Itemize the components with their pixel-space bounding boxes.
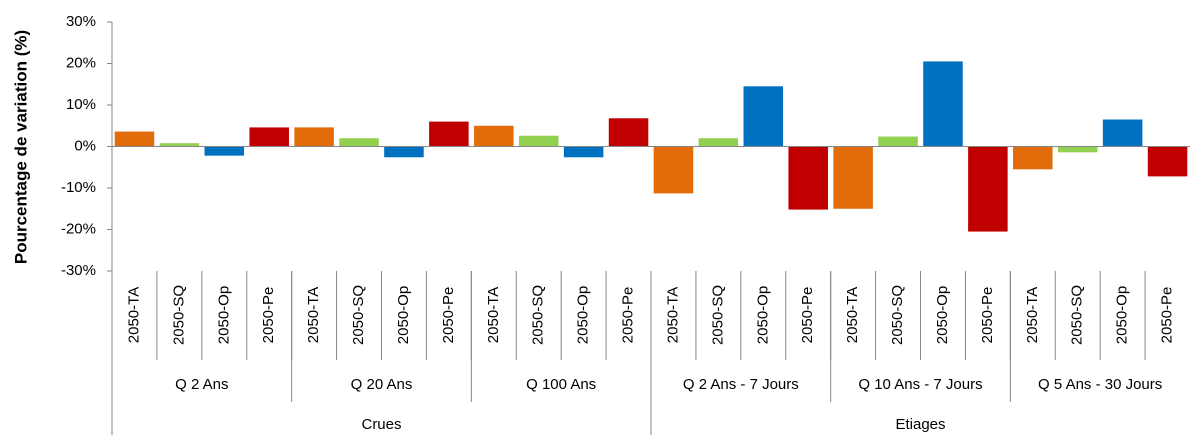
bar xyxy=(968,146,1008,232)
x-tick-label: 2050-Pe xyxy=(620,287,637,344)
bar xyxy=(653,146,694,194)
x-tick-label: 2050-TA xyxy=(485,287,502,343)
x-tick-label: 2050-SQ xyxy=(530,285,547,345)
group-label: Q 5 Ans - 30 Jours xyxy=(1038,376,1162,393)
x-tick-label: 2050-TA xyxy=(305,287,322,343)
bar xyxy=(923,61,963,147)
bar xyxy=(743,86,784,147)
bar xyxy=(114,131,155,147)
y-tick-label: -20% xyxy=(61,220,96,237)
bar xyxy=(339,138,379,147)
x-tick-label: 2050-SQ xyxy=(170,285,187,345)
x-tick-label: 2050-SQ xyxy=(709,285,726,345)
supergroup-label: Crues xyxy=(361,416,401,433)
bar xyxy=(878,136,918,147)
y-tick-label: 0% xyxy=(74,137,96,154)
bar xyxy=(294,127,334,147)
bar xyxy=(1102,119,1143,147)
bar xyxy=(384,146,424,158)
group-label: Q 20 Ans xyxy=(351,376,413,393)
y-tick-label: 20% xyxy=(66,54,96,71)
group-label: Q 2 Ans - 7 Jours xyxy=(683,376,799,393)
bar xyxy=(1013,146,1053,170)
x-tick-label: 2050-Op xyxy=(934,286,951,344)
group-label: Q 10 Ans - 7 Jours xyxy=(858,376,982,393)
y-tick-label: -10% xyxy=(61,179,96,196)
y-tick-label: 30% xyxy=(66,13,96,30)
x-tick-label: 2050-TA xyxy=(844,287,861,343)
x-tick-label: 2050-Op xyxy=(395,286,412,344)
x-tick-label: 2050-SQ xyxy=(1069,285,1086,345)
group-label: Q 100 Ans xyxy=(526,376,596,393)
y-tick-label: 10% xyxy=(66,96,96,113)
x-tick-label: 2050-Op xyxy=(215,286,232,344)
x-tick-label: 2050-TA xyxy=(664,287,681,343)
x-tick-label: 2050-TA xyxy=(125,287,142,343)
y-axis-label: Pourcentage de variation (%) xyxy=(11,30,30,264)
supergroup-label: Etiages xyxy=(895,416,945,433)
x-tick-label: 2050-Pe xyxy=(799,287,816,344)
bar xyxy=(159,143,200,147)
group-label: Q 2 Ans xyxy=(175,376,228,393)
x-tick-label: 2050-SQ xyxy=(889,285,906,345)
bar xyxy=(1147,146,1188,177)
bar xyxy=(518,135,559,147)
x-tick-label: 2050-Pe xyxy=(440,287,457,344)
x-tick-label: 2050-Pe xyxy=(260,287,277,344)
bar xyxy=(204,146,245,156)
bar xyxy=(608,118,649,147)
x-tick-label: 2050-SQ xyxy=(350,285,367,345)
x-tick-label: 2050-Op xyxy=(754,286,771,344)
bar xyxy=(1057,146,1098,153)
x-tick-label: 2050-Pe xyxy=(1159,287,1176,344)
x-tick-label: 2050-TA xyxy=(1024,287,1041,343)
bar xyxy=(563,146,604,158)
x-tick-label: 2050-Pe xyxy=(979,287,996,344)
y-tick-label: -30% xyxy=(61,262,96,279)
x-tick-label: 2050-Op xyxy=(575,286,592,344)
bar xyxy=(788,146,828,210)
bar xyxy=(474,125,514,147)
bar xyxy=(429,121,469,147)
bar xyxy=(698,138,739,147)
x-tick-label: 2050-Op xyxy=(1114,286,1131,344)
bar xyxy=(833,146,873,209)
bar xyxy=(249,127,289,147)
